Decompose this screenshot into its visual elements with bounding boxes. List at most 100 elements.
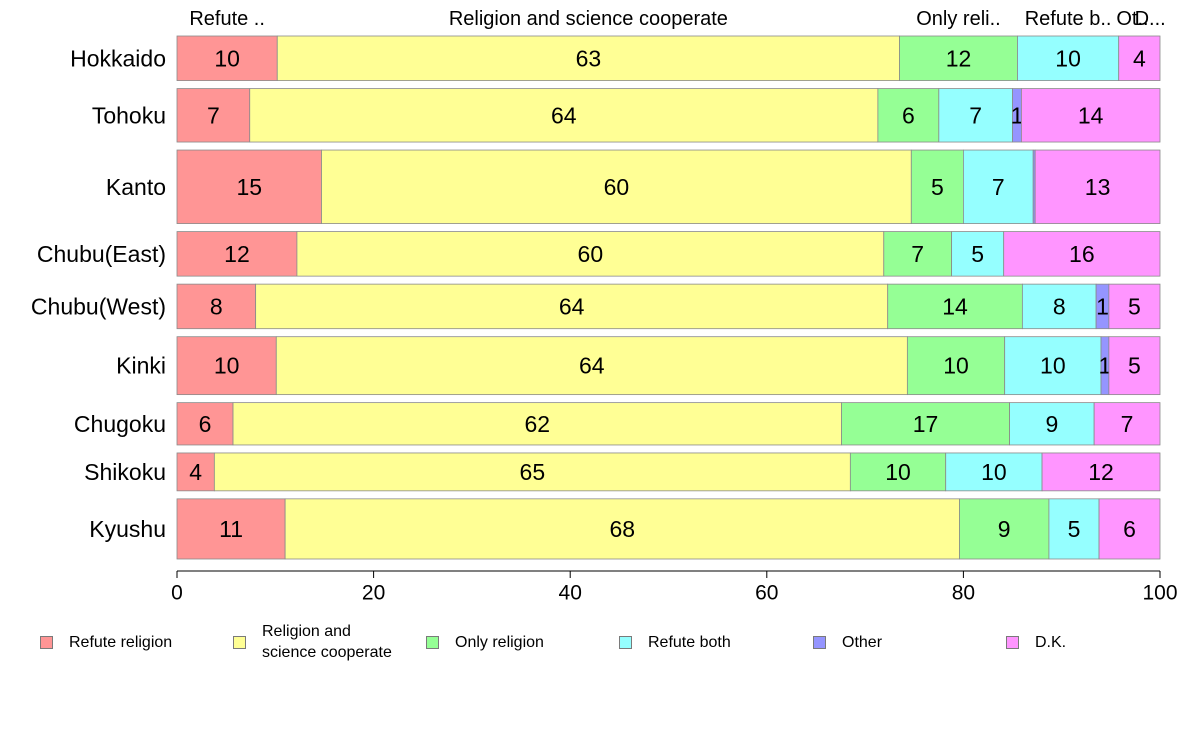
bar-segment <box>1021 283 1097 330</box>
bar-segment <box>275 336 908 396</box>
bar-segment <box>963 149 1034 224</box>
category-label: Chugoku <box>74 411 166 437</box>
bar-segment <box>899 35 1018 81</box>
bar-group: 11 68 9 5 6 <box>176 498 1161 560</box>
data-label: 10 <box>1055 45 1081 71</box>
legend-swatch <box>233 635 246 649</box>
legend-swatch <box>1006 635 1019 649</box>
bar-segment <box>1108 283 1161 330</box>
legend-item: Religion and science cooperate <box>233 620 392 664</box>
data-label: 10 <box>214 45 240 71</box>
bar-segment <box>945 452 1043 492</box>
bar-segment <box>910 149 964 224</box>
data-label: 6 <box>1123 516 1136 542</box>
bar-group: 12 60 7 5 16 <box>176 231 1161 277</box>
bar-segment <box>176 88 251 143</box>
top-series-label: D... <box>1135 8 1166 30</box>
data-label: 5 <box>1128 293 1141 319</box>
category-label: Shikoku <box>84 459 166 485</box>
x-tick-label: 40 <box>559 582 582 605</box>
bar-segment <box>1004 336 1102 396</box>
data-label: 13 <box>1085 174 1111 200</box>
data-label: 1 <box>1011 102 1024 128</box>
data-label: 14 <box>1078 102 1104 128</box>
data-label: 7 <box>969 102 982 128</box>
bar-segment <box>1009 402 1095 446</box>
data-label: 7 <box>992 174 1005 200</box>
data-label: 7 <box>207 102 220 128</box>
bar-segment <box>1118 35 1161 81</box>
bar-segment <box>1020 88 1161 143</box>
bar-group: 10 63 12 10 4 <box>176 35 1161 81</box>
data-label: 10 <box>885 459 911 485</box>
x-tick-label: 20 <box>362 582 385 605</box>
legend-label: Refute religion <box>69 633 173 651</box>
data-label: 15 <box>236 174 262 200</box>
bar-group: 15 60 5 7 13 <box>176 149 1161 224</box>
data-label: 68 <box>610 516 636 542</box>
legend: Refute religion Religion and science coop… <box>0 620 1188 670</box>
data-label: 4 <box>1133 45 1146 71</box>
category-label: Kinki <box>116 353 166 379</box>
bar-segment <box>249 88 879 143</box>
data-label: 6 <box>199 411 212 437</box>
legend-label: Only religion <box>455 633 544 651</box>
bar-segment <box>232 402 842 446</box>
bar-group: 8 64 14 8 1 5 <box>176 283 1161 330</box>
category-label: Chubu(East) <box>37 241 166 267</box>
data-label: 12 <box>224 241 250 267</box>
data-label: 1 <box>1096 293 1109 319</box>
bar-segment <box>176 402 234 446</box>
bar-group: 7 64 6 7 1 14 <box>176 88 1161 143</box>
legend-item: D.K. <box>1006 620 1066 664</box>
legend-label: D.K. <box>1035 633 1067 651</box>
data-label: 10 <box>1040 353 1066 379</box>
data-label: 12 <box>1088 459 1114 485</box>
legend-swatch <box>813 635 826 649</box>
data-label: 7 <box>1121 411 1134 437</box>
data-label: 64 <box>579 353 605 379</box>
data-label: 62 <box>524 411 550 437</box>
data-label: 14 <box>942 293 968 319</box>
bar-segment <box>1093 402 1161 446</box>
bar-segment <box>1108 336 1161 396</box>
data-label: 1 <box>1099 353 1112 379</box>
legend-label: Refute both <box>648 633 731 651</box>
data-label: 5 <box>1128 353 1141 379</box>
data-label: 64 <box>559 293 585 319</box>
x-tick-label: 60 <box>755 582 778 605</box>
legend-label: Religion and science cooperate <box>262 623 392 661</box>
bar-segment <box>877 88 940 143</box>
bar-segment <box>176 452 215 492</box>
data-label: 60 <box>604 174 630 200</box>
bar-segment <box>959 498 1050 560</box>
bar-segment <box>887 283 1023 330</box>
data-label: 10 <box>214 353 240 379</box>
category-label: Hokkaido <box>70 45 166 71</box>
data-label: 11 <box>219 516 243 542</box>
data-label: 10 <box>943 353 969 379</box>
top-series-label: Refute b.. <box>1025 8 1112 30</box>
bar-segment <box>849 452 947 492</box>
legend-item: Other <box>813 620 882 664</box>
bar-segment <box>176 283 257 330</box>
legend-swatch <box>426 635 439 649</box>
data-label: 63 <box>576 45 602 71</box>
bar-segment <box>1034 149 1161 224</box>
top-series-label: Only reli.. <box>916 8 1000 30</box>
data-label: 17 <box>913 411 939 437</box>
bar-segment <box>321 149 912 224</box>
x-tick-label: 80 <box>952 582 975 605</box>
data-label: 8 <box>210 293 223 319</box>
bar-segment <box>1048 498 1100 560</box>
bar-segment <box>1041 452 1161 492</box>
bar-segment <box>284 498 960 560</box>
data-label: 9 <box>1045 411 1058 437</box>
data-label: 64 <box>551 102 577 128</box>
bar-segment <box>176 498 286 560</box>
data-label: 10 <box>981 459 1007 485</box>
data-label: 60 <box>578 241 604 267</box>
data-label: 5 <box>971 241 984 267</box>
top-series-label: Religion and science cooperate <box>449 8 728 30</box>
bar-group: 4 65 10 10 12 <box>176 452 1161 492</box>
